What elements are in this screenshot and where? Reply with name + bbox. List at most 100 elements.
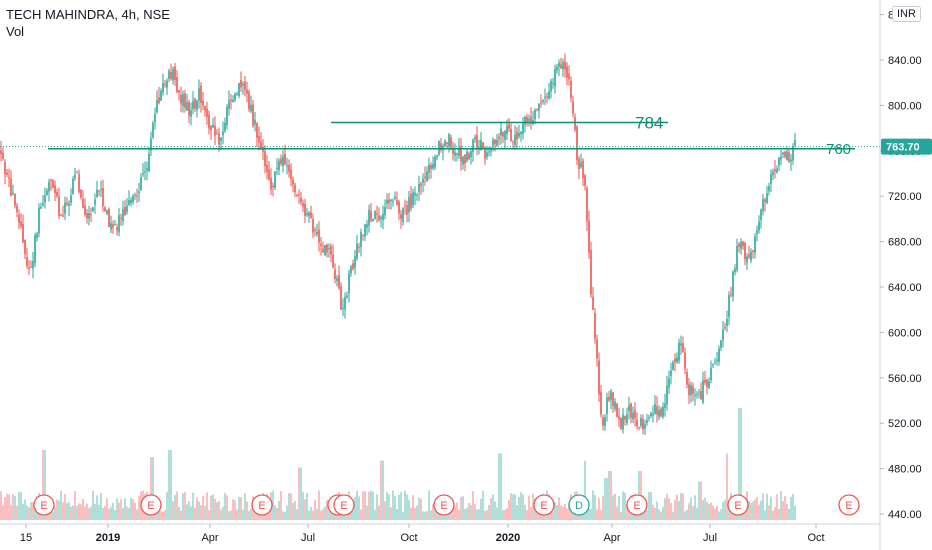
candle [284, 144, 286, 166]
candle [662, 402, 664, 419]
volume-bar [74, 490, 76, 520]
volume-bar [76, 505, 78, 520]
volume-bar [308, 510, 310, 520]
candle [272, 182, 274, 197]
volume-bar [512, 494, 514, 520]
candle [726, 310, 728, 333]
candle [546, 92, 548, 104]
event-markers[interactable]: EEEEEEEDEEE [33, 494, 860, 516]
candle [610, 388, 612, 410]
earnings-marker[interactable]: E [251, 494, 273, 516]
volume-bar [136, 509, 138, 520]
price-axis: 440.00 480.00 520.00 560.00 600.00 640.00 680.… [879, 0, 932, 550]
volume-bar [70, 506, 72, 520]
candle [732, 270, 734, 302]
volume-bar [466, 507, 468, 520]
volume-bar [370, 490, 372, 520]
volume-bar [654, 507, 656, 520]
volume-bar [366, 505, 368, 520]
candle [630, 402, 632, 424]
volume-bar [712, 505, 714, 520]
volume-bar [194, 508, 196, 520]
volume-bar [390, 507, 392, 520]
candle [80, 189, 82, 200]
candle [312, 213, 314, 238]
volume-bar [658, 509, 660, 520]
volume-bar [234, 500, 236, 520]
volume-bar [552, 511, 554, 520]
candle [66, 197, 68, 207]
volume-bar [60, 490, 62, 520]
volume-bar [518, 496, 520, 520]
volume-bar [404, 490, 406, 520]
candle [406, 200, 408, 223]
candle [750, 248, 752, 264]
candle [298, 189, 300, 204]
earnings-marker[interactable]: E [333, 494, 355, 516]
horizontal-levels[interactable]: 784 760 [0, 114, 880, 158]
earnings-marker[interactable]: E [33, 494, 55, 516]
volume-bar [82, 498, 84, 520]
candle [236, 91, 238, 96]
candle [110, 215, 112, 234]
volume-bar [184, 492, 186, 520]
volume-bar [400, 491, 402, 520]
candle [278, 158, 280, 175]
volume-bar [280, 491, 282, 520]
volume-bar [72, 505, 74, 520]
candle [678, 338, 680, 364]
volume-bar [648, 492, 650, 520]
volume-bar [510, 493, 512, 520]
candle [464, 154, 466, 172]
candle [408, 191, 410, 223]
candle [8, 168, 10, 188]
volume-bar [44, 450, 46, 520]
candle [54, 180, 56, 202]
candle [584, 173, 586, 191]
volume-bar [218, 501, 220, 520]
volume-bar [612, 495, 614, 520]
candle [324, 244, 326, 256]
candle [124, 199, 126, 216]
candle [540, 94, 542, 108]
volume-bar [10, 504, 12, 520]
candle [430, 162, 432, 179]
candle [472, 138, 474, 162]
volume-bar [176, 491, 178, 520]
candle [690, 381, 692, 403]
candle [122, 200, 124, 226]
volume-bar [610, 471, 612, 520]
time-tick-label: Apr [603, 532, 620, 544]
candle [746, 253, 748, 270]
earnings-marker[interactable]: E [533, 494, 555, 516]
dividend-marker[interactable]: D [568, 494, 590, 516]
volume-bar [106, 498, 108, 520]
volume-bar [756, 497, 758, 520]
currency-badge[interactable]: INR [892, 6, 921, 22]
earnings-marker[interactable]: E [140, 494, 162, 516]
candle [606, 392, 608, 422]
earnings-marker[interactable]: E [626, 494, 648, 516]
earnings-marker[interactable]: E [838, 494, 860, 516]
volume-bar [114, 510, 116, 520]
svg-text:E: E [440, 500, 447, 512]
candle [570, 76, 572, 103]
earnings-marker[interactable]: E [433, 494, 455, 516]
volume-bar [584, 460, 586, 520]
candle [18, 209, 20, 230]
candle [794, 132, 796, 148]
candle [518, 124, 520, 139]
volume-bar [706, 501, 708, 520]
candle [674, 353, 676, 372]
volume-bar [430, 510, 432, 520]
volume-bar [696, 507, 698, 520]
volume-bar [692, 506, 694, 520]
candle [280, 154, 282, 167]
volume-bar [164, 510, 166, 520]
earnings-marker[interactable]: E [727, 494, 749, 516]
candle [188, 99, 190, 124]
candle [138, 182, 140, 203]
candle [308, 210, 310, 223]
svg-text:E: E [258, 500, 265, 512]
